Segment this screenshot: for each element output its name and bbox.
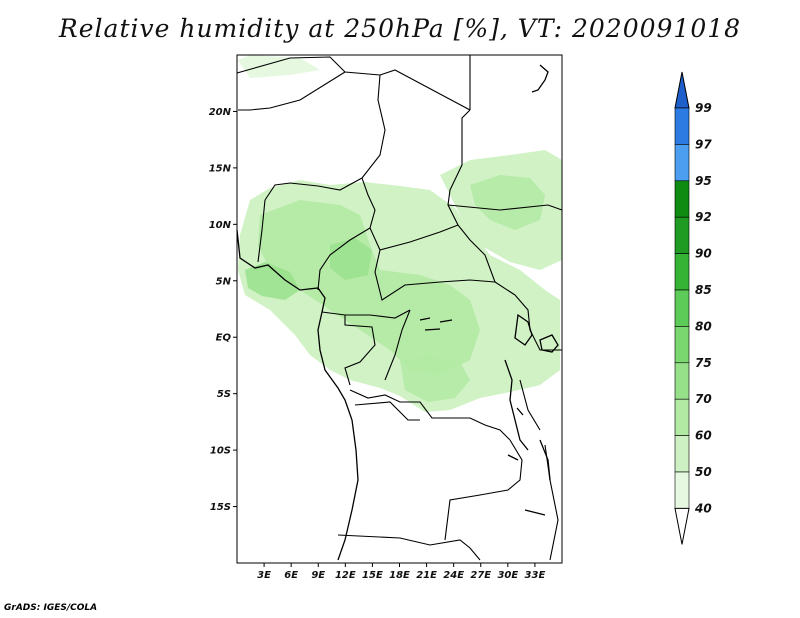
coastlines xyxy=(236,64,559,561)
humidity-area-north xyxy=(238,55,320,78)
lake-tanganyika-shore xyxy=(504,359,529,451)
humidity-patch-northeast xyxy=(470,175,545,230)
lat-tick-label: 15S xyxy=(210,502,231,513)
border-line xyxy=(344,315,376,386)
colorbar-segment xyxy=(674,435,690,473)
colorbar-label: 92 xyxy=(695,210,712,224)
border-line xyxy=(447,204,563,211)
border-line xyxy=(361,74,386,179)
border-line xyxy=(379,69,471,111)
lake-malawi-shore xyxy=(539,439,551,481)
colorbar-min-arrow xyxy=(674,507,690,545)
colorbar-segment xyxy=(674,144,690,182)
longitude-ticks: 3E 6E 9E 12E 15E 18E 21E 24E 27E 30E 33E xyxy=(257,563,545,581)
colorbar-segment xyxy=(674,326,690,364)
lat-tick-label: 5S xyxy=(217,389,231,400)
island-shore xyxy=(531,64,549,93)
colorbar-label: 40 xyxy=(694,501,712,515)
colorbar-label: 90 xyxy=(695,247,712,261)
border-line xyxy=(238,71,346,111)
border-line xyxy=(361,177,381,251)
lon-tick-label: 12E xyxy=(335,570,356,581)
border-line xyxy=(337,534,481,561)
border-line xyxy=(354,401,420,421)
lat-tick-label: 5N xyxy=(216,276,232,287)
lon-tick-label: 30E xyxy=(497,570,518,581)
lat-tick-label: 10N xyxy=(209,220,232,231)
lon-tick-label: 9E xyxy=(311,570,325,581)
colorbar-segment xyxy=(674,216,690,254)
lon-tick-label: 3E xyxy=(257,570,271,581)
colorbar-segment xyxy=(674,471,690,509)
colorbar-label: 99 xyxy=(695,101,712,115)
border-line xyxy=(519,379,541,431)
colorbar-label: 70 xyxy=(695,392,712,406)
lon-tick-label: 33E xyxy=(525,570,546,581)
lon-tick-label: 15E xyxy=(362,570,383,581)
border-line xyxy=(264,177,363,201)
border-line xyxy=(544,444,559,561)
border-line xyxy=(444,439,523,541)
map-title: Relative humidity at 250hPa [%], VT: 202… xyxy=(58,14,742,43)
colorbar-label: 50 xyxy=(695,465,712,479)
colorbar-label: 97 xyxy=(695,137,712,151)
lat-tick-label: EQ xyxy=(216,333,232,344)
humidity-core xyxy=(258,200,480,375)
lon-tick-label: 27E xyxy=(470,570,491,581)
country-borders xyxy=(236,55,563,561)
border-line xyxy=(317,227,371,291)
colorbar-max-arrow xyxy=(674,71,690,109)
colorbar-segment xyxy=(674,107,690,145)
border-line xyxy=(374,249,496,301)
lon-tick-label: 21E xyxy=(416,570,437,581)
border-line xyxy=(349,389,511,441)
border-line xyxy=(447,109,471,226)
colorbar-segment xyxy=(674,362,690,400)
colorbar-segment xyxy=(674,253,690,291)
lake-shore xyxy=(539,334,559,353)
border-line xyxy=(379,224,516,296)
humidity-shading xyxy=(238,55,562,412)
grads-credit: GrADS: IGES/COLA xyxy=(4,603,98,613)
lon-tick-label: 6E xyxy=(284,570,298,581)
humidity-patch-congo xyxy=(400,355,470,402)
lake-victoria-shore xyxy=(514,313,533,346)
colorbar: 40 50 60 70 75 80 85 90 92 95 97 99 xyxy=(674,71,712,545)
coastline-west-africa xyxy=(236,229,359,561)
border-line xyxy=(257,199,266,263)
latitude-ticks: 20N 15N 10N 5N EQ 5S 10S 15S xyxy=(209,107,237,513)
lake-shore xyxy=(419,317,453,331)
lat-tick-label: 10S xyxy=(210,446,231,457)
colorbar-label: 75 xyxy=(695,356,712,370)
colorbar-segment xyxy=(674,289,690,327)
colorbar-label: 85 xyxy=(695,283,712,297)
colorbar-label: 60 xyxy=(695,429,712,443)
colorbar-segment xyxy=(674,398,690,436)
colorbar-label: 80 xyxy=(695,319,712,333)
border-line xyxy=(384,309,411,381)
border-line xyxy=(236,56,381,76)
lon-tick-label: 18E xyxy=(389,570,410,581)
lat-tick-label: 15N xyxy=(209,163,232,174)
humidity-patch-coast xyxy=(245,262,300,300)
colorbar-segment xyxy=(674,180,690,218)
lat-tick-label: 20N xyxy=(209,107,232,118)
lon-tick-label: 24E xyxy=(443,570,464,581)
humidity-patch-central xyxy=(330,238,372,280)
border-line xyxy=(321,309,411,319)
lake-shore xyxy=(507,407,546,516)
colorbar-label: 95 xyxy=(695,174,712,188)
